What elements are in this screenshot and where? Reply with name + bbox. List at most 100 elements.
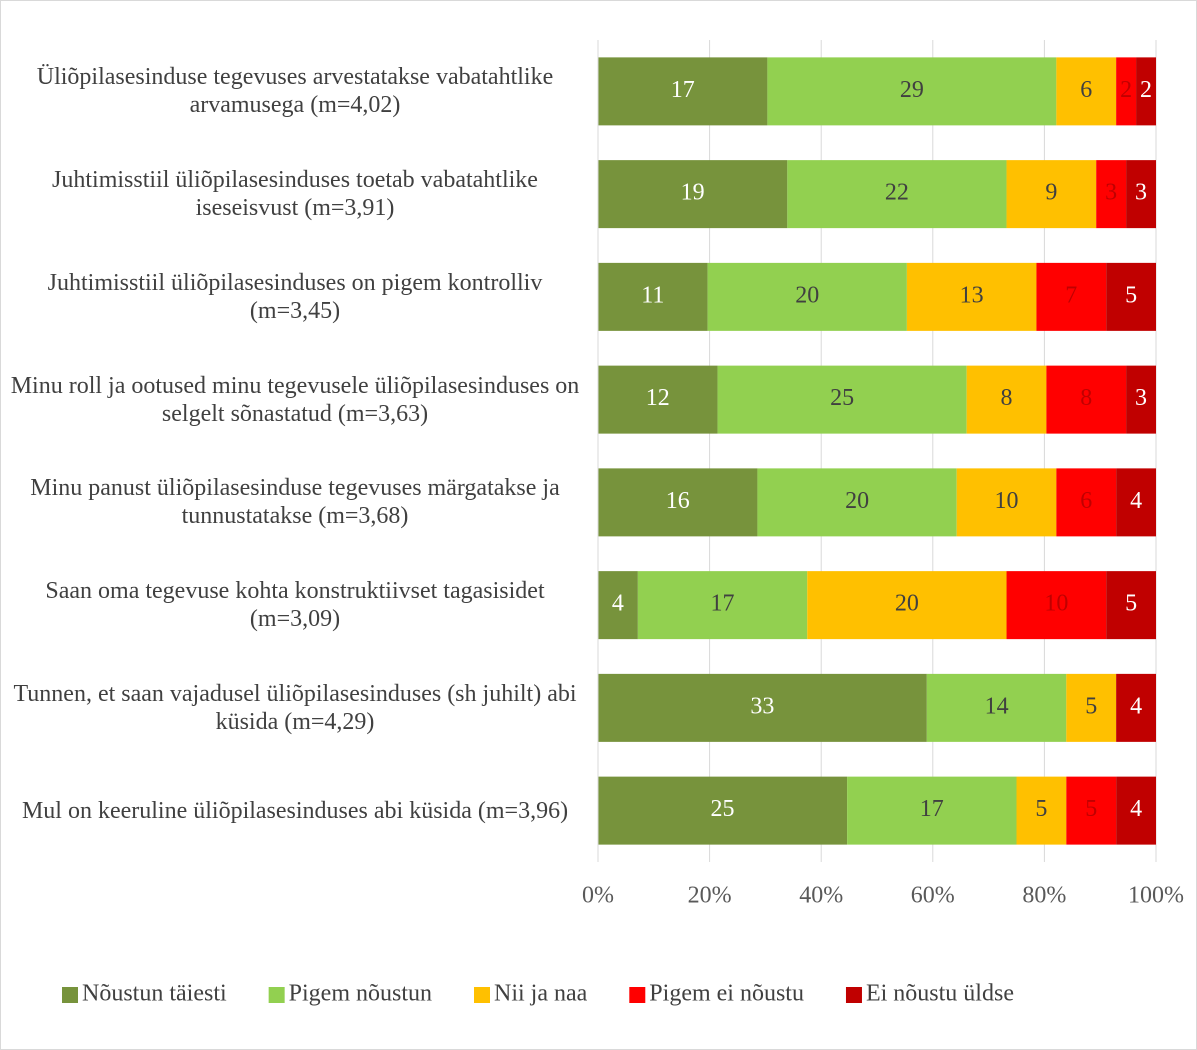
- x-tick-label: 0%: [582, 883, 614, 909]
- bar-segment: [1116, 57, 1137, 126]
- legend-swatch: [629, 987, 646, 1003]
- data-label: 5: [1035, 796, 1047, 822]
- data-label: 4: [1130, 796, 1142, 822]
- data-label: 3: [1105, 180, 1117, 206]
- category-label: Tunnen, et saan vajadusel üliõpilasesind…: [13, 680, 577, 735]
- bar-segment: [1056, 468, 1117, 537]
- data-label: 5: [1085, 693, 1097, 719]
- bar-segment: [1006, 571, 1107, 640]
- bar-segment: [1126, 365, 1156, 434]
- bar-segment: [1106, 262, 1156, 331]
- data-label: 4: [1130, 693, 1142, 719]
- data-label: 20: [795, 282, 819, 308]
- data-label: 2: [1140, 77, 1152, 103]
- category-label: Minu panust üliõpilasesinduse tegevuses …: [30, 475, 560, 530]
- data-label: 12: [646, 385, 670, 411]
- data-label: 6: [1080, 77, 1092, 103]
- bar-segment: [637, 571, 808, 640]
- bar-segment: [598, 571, 638, 640]
- data-label: 9: [1045, 180, 1057, 206]
- data-label: 7: [1065, 282, 1077, 308]
- legend-label: Nii ja naa: [494, 981, 588, 1007]
- x-tick-label: 60%: [911, 883, 955, 909]
- bar-segment: [757, 468, 957, 537]
- data-label: 2: [1120, 77, 1132, 103]
- data-label: 25: [830, 385, 854, 411]
- data-label: 11: [641, 282, 664, 308]
- bar-segment: [847, 776, 1017, 845]
- category-label: Minu roll ja ootused minu tegevusele üli…: [10, 372, 580, 427]
- x-tick-label: 40%: [799, 883, 843, 909]
- data-label: 8: [1080, 385, 1092, 411]
- bar-segment: [1126, 160, 1156, 229]
- data-label: 5: [1125, 282, 1137, 308]
- bar-segment: [926, 673, 1067, 742]
- bar-segment: [1056, 57, 1117, 126]
- data-label: 29: [900, 77, 924, 103]
- data-label: 22: [885, 180, 909, 206]
- data-label: 8: [1001, 385, 1013, 411]
- bar-segment: [1066, 673, 1117, 742]
- bar-segment: [598, 160, 788, 229]
- data-label: 25: [711, 796, 735, 822]
- bar-segment: [1046, 365, 1127, 434]
- bar-segment: [1116, 776, 1156, 845]
- data-label: 4: [612, 591, 624, 617]
- data-label: 5: [1125, 591, 1137, 617]
- legend-swatch: [474, 987, 490, 1003]
- data-label: 17: [711, 591, 735, 617]
- bar-segment: [956, 468, 1057, 537]
- legend-label: Ei nõustu üldse: [866, 981, 1014, 1007]
- data-label: 5: [1085, 796, 1097, 822]
- bar-segment: [1136, 57, 1156, 126]
- data-label: 10: [1044, 591, 1068, 617]
- category-label: Juhtimisstiil üliõpilasesinduses on pige…: [47, 269, 543, 324]
- category-label: Saan oma tegevuse kohta konstruktiivset …: [45, 578, 545, 633]
- bar-segment: [598, 262, 708, 331]
- data-label: 19: [681, 180, 705, 206]
- data-label: 20: [895, 591, 919, 617]
- data-label: 13: [960, 282, 984, 308]
- bar-segment: [1036, 262, 1107, 331]
- category-label: Mul on keeruline üliõpilasesinduses abi …: [21, 797, 569, 824]
- bar-segment: [807, 571, 1007, 640]
- bar-segment: [1016, 776, 1067, 845]
- bar-segment: [598, 468, 758, 537]
- data-label: 17: [920, 796, 944, 822]
- bar-segment: [717, 365, 967, 434]
- bar-segment: [1116, 468, 1156, 537]
- bar-segment: [598, 776, 848, 845]
- legend-swatch: [268, 987, 285, 1003]
- bar-segment: [787, 160, 1007, 229]
- data-label: 17: [671, 77, 695, 103]
- bar-segment: [1106, 571, 1156, 640]
- bar-segment: [598, 673, 927, 742]
- data-label: 6: [1080, 488, 1092, 514]
- bar-segment: [1006, 160, 1097, 229]
- data-label: 3: [1135, 385, 1147, 411]
- legend-swatch: [845, 987, 862, 1003]
- x-tick-label: 80%: [1022, 883, 1066, 909]
- legend-label: Nõustun täiesti: [82, 981, 227, 1007]
- bar-segment: [1096, 160, 1127, 229]
- x-tick-label: 100%: [1128, 883, 1184, 909]
- data-label: 3: [1135, 180, 1147, 206]
- data-label: 4: [1130, 488, 1142, 514]
- bar-segment: [767, 57, 1057, 126]
- bar-segment: [598, 365, 718, 434]
- category-label: Juhtimisstiil üliõpilasesinduses toetab …: [52, 167, 538, 222]
- bar-segment: [1116, 673, 1156, 742]
- bar-segment: [598, 57, 768, 126]
- legend-swatch: [62, 987, 78, 1003]
- x-tick-label: 20%: [688, 883, 732, 909]
- bar-segment: [707, 262, 907, 331]
- bar-segment: [966, 365, 1047, 434]
- data-label: 14: [985, 693, 1009, 719]
- bar-segment: [906, 262, 1037, 331]
- legend-label: Pigem ei nõustu: [649, 981, 804, 1007]
- data-label: 10: [995, 488, 1019, 514]
- bar-segment: [1066, 776, 1117, 845]
- category-label: Üliõpilasesinduse tegevuses arvestatakse…: [36, 64, 554, 119]
